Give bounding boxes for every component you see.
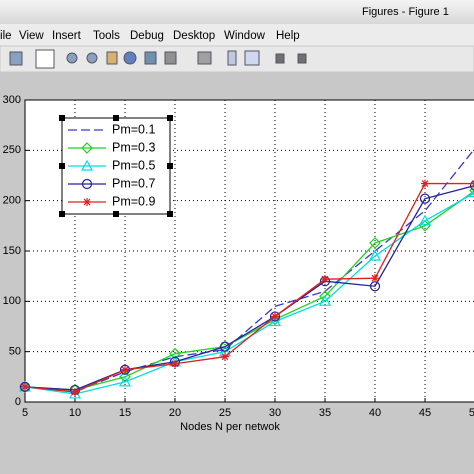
- toolbar-icons: [9, 49, 307, 69]
- marker: [321, 275, 329, 284]
- y-tick-label: 150: [3, 245, 21, 257]
- icon[interactable]: [35, 49, 55, 69]
- menu-item[interactable]: Desktop: [173, 30, 215, 42]
- marker: [371, 274, 379, 283]
- x-tick-label: 15: [119, 407, 131, 419]
- menu: File View Insert Tools Debug Desktop Window Hel…: [0, 30, 300, 42]
- y-tick-label: 0: [15, 396, 21, 408]
- window-title: Figures - Figure 1: [362, 6, 449, 18]
- marker: [21, 382, 29, 391]
- x-tick-label: 10: [69, 407, 81, 419]
- y-tick-label: 100: [3, 295, 21, 307]
- marker: [118, 375, 132, 387]
- marker: [169, 347, 181, 360]
- menu-item[interactable]: Insert: [52, 30, 82, 42]
- icon[interactable]: [197, 51, 212, 65]
- series-line: [24, 190, 474, 391]
- legend-handle: [113, 115, 119, 121]
- menu-item[interactable]: Tools: [93, 30, 120, 42]
- legend-label: Pm=0.5: [112, 158, 155, 172]
- marker: [269, 311, 281, 322]
- icon[interactable]: [144, 51, 157, 65]
- marker: [271, 312, 279, 321]
- icon[interactable]: [123, 51, 137, 65]
- legend-handle: [113, 211, 119, 217]
- menu-bar: [0, 24, 474, 46]
- icon[interactable]: [106, 51, 118, 65]
- menu-item[interactable]: Window: [224, 30, 266, 42]
- icon[interactable]: [66, 52, 78, 64]
- marker: [81, 142, 93, 154]
- icon[interactable]: [297, 53, 307, 64]
- marker: [419, 193, 431, 204]
- series-line: [24, 182, 474, 393]
- marker: [268, 315, 282, 327]
- marker: [171, 359, 179, 368]
- marker: [71, 387, 79, 396]
- menu-item[interactable]: View: [19, 30, 44, 42]
- marker: [418, 214, 432, 226]
- x-tick-label: 25: [219, 407, 231, 419]
- marker: [469, 180, 474, 191]
- icon[interactable]: [227, 50, 237, 66]
- plot: 0 50 100 150 200 250 300 5 10 15 20 25 30 35 40 45 50 Nod…: [3, 94, 474, 433]
- legend-handle: [167, 211, 173, 217]
- legend-handle: [59, 163, 65, 169]
- x-tick-label: 35: [319, 407, 331, 419]
- x-tick-label: 20: [169, 407, 181, 419]
- legend-handle: [167, 115, 173, 121]
- menu-item[interactable]: Help: [276, 30, 300, 42]
- menu-item[interactable]: Debug: [130, 30, 164, 42]
- marker: [80, 159, 94, 171]
- marker: [368, 249, 382, 261]
- x-tick-label: 30: [269, 407, 281, 419]
- marker: [83, 198, 91, 206]
- icon[interactable]: [9, 51, 23, 66]
- y-tick-label: 250: [3, 144, 21, 156]
- icon[interactable]: [164, 51, 177, 65]
- legend-label: Pm=0.3: [112, 140, 155, 154]
- y-tick-label: 50: [9, 346, 21, 358]
- menu-item[interactable]: File: [0, 30, 12, 42]
- y-tick-label: 200: [3, 195, 21, 207]
- icon[interactable]: [86, 52, 98, 64]
- icon[interactable]: [275, 53, 285, 64]
- icon[interactable]: [244, 50, 260, 66]
- legend-handle: [59, 115, 65, 121]
- marker: [219, 341, 231, 352]
- x-tick-label: 45: [419, 407, 431, 419]
- marker: [221, 352, 229, 361]
- marker: [81, 178, 93, 190]
- legend-label: Pm=0.1: [112, 122, 155, 136]
- x-axis-label: Nodes N per netwok: [180, 421, 280, 433]
- legend-label: Pm=0.7: [112, 176, 155, 190]
- marker: [318, 295, 332, 306]
- legend-handle: [59, 211, 65, 217]
- x-tick-label: 50: [469, 407, 474, 419]
- series-line: [24, 185, 474, 391]
- legend-label: Pm=0.9: [112, 194, 155, 208]
- x-tick-label: 40: [369, 407, 381, 419]
- marker: [369, 237, 381, 249]
- title-bar: [0, 0, 474, 24]
- y-tick-label: 300: [3, 94, 21, 106]
- x-tick-label: 5: [22, 407, 28, 419]
- marker: [468, 188, 474, 198]
- marker: [121, 365, 129, 374]
- marker: [421, 179, 429, 188]
- marker: [419, 219, 431, 232]
- legend-handle: [167, 163, 173, 169]
